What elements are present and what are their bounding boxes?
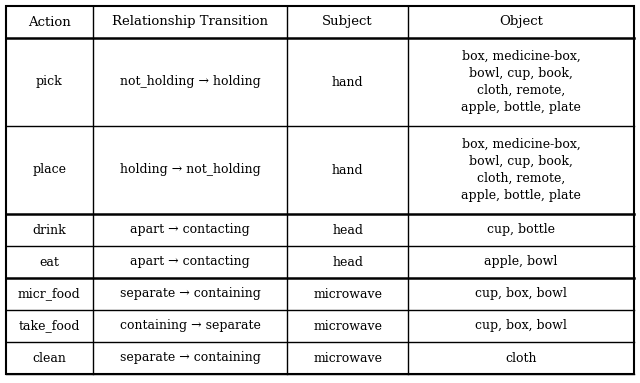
Text: take_food: take_food bbox=[19, 319, 80, 332]
Text: cup, bottle: cup, bottle bbox=[487, 224, 555, 236]
Text: Object: Object bbox=[499, 15, 543, 28]
Text: Action: Action bbox=[28, 15, 70, 28]
Text: drink: drink bbox=[33, 224, 66, 236]
Text: box, medicine-box,
bowl, cup, book,
cloth, remote,
apple, bottle, plate: box, medicine-box, bowl, cup, book, clot… bbox=[461, 50, 581, 114]
Text: Subject: Subject bbox=[323, 15, 373, 28]
Text: cup, box, bowl: cup, box, bowl bbox=[475, 319, 567, 332]
Text: holding → not_holding: holding → not_holding bbox=[120, 164, 260, 177]
Text: microwave: microwave bbox=[313, 352, 382, 365]
Text: cloth: cloth bbox=[505, 352, 537, 365]
Text: micr_food: micr_food bbox=[18, 288, 81, 301]
Text: apart → contacting: apart → contacting bbox=[130, 224, 250, 236]
Text: Relationship Transition: Relationship Transition bbox=[112, 15, 268, 28]
Text: containing → separate: containing → separate bbox=[120, 319, 260, 332]
Text: box, medicine-box,
bowl, cup, book,
cloth, remote,
apple, bottle, plate: box, medicine-box, bowl, cup, book, clot… bbox=[461, 138, 581, 202]
Text: separate → containing: separate → containing bbox=[120, 352, 260, 365]
Text: head: head bbox=[332, 255, 363, 268]
Text: pick: pick bbox=[36, 75, 63, 88]
Text: clean: clean bbox=[33, 352, 67, 365]
Text: hand: hand bbox=[332, 75, 364, 88]
Text: hand: hand bbox=[332, 164, 364, 177]
Text: apple, bowl: apple, bowl bbox=[484, 255, 557, 268]
Text: microwave: microwave bbox=[313, 288, 382, 301]
Text: not_holding → holding: not_holding → holding bbox=[120, 75, 260, 88]
Text: eat: eat bbox=[40, 255, 60, 268]
Text: head: head bbox=[332, 224, 363, 236]
Text: microwave: microwave bbox=[313, 319, 382, 332]
Text: apart → contacting: apart → contacting bbox=[130, 255, 250, 268]
Text: cup, box, bowl: cup, box, bowl bbox=[475, 288, 567, 301]
Text: place: place bbox=[33, 164, 67, 177]
Text: separate → containing: separate → containing bbox=[120, 288, 260, 301]
